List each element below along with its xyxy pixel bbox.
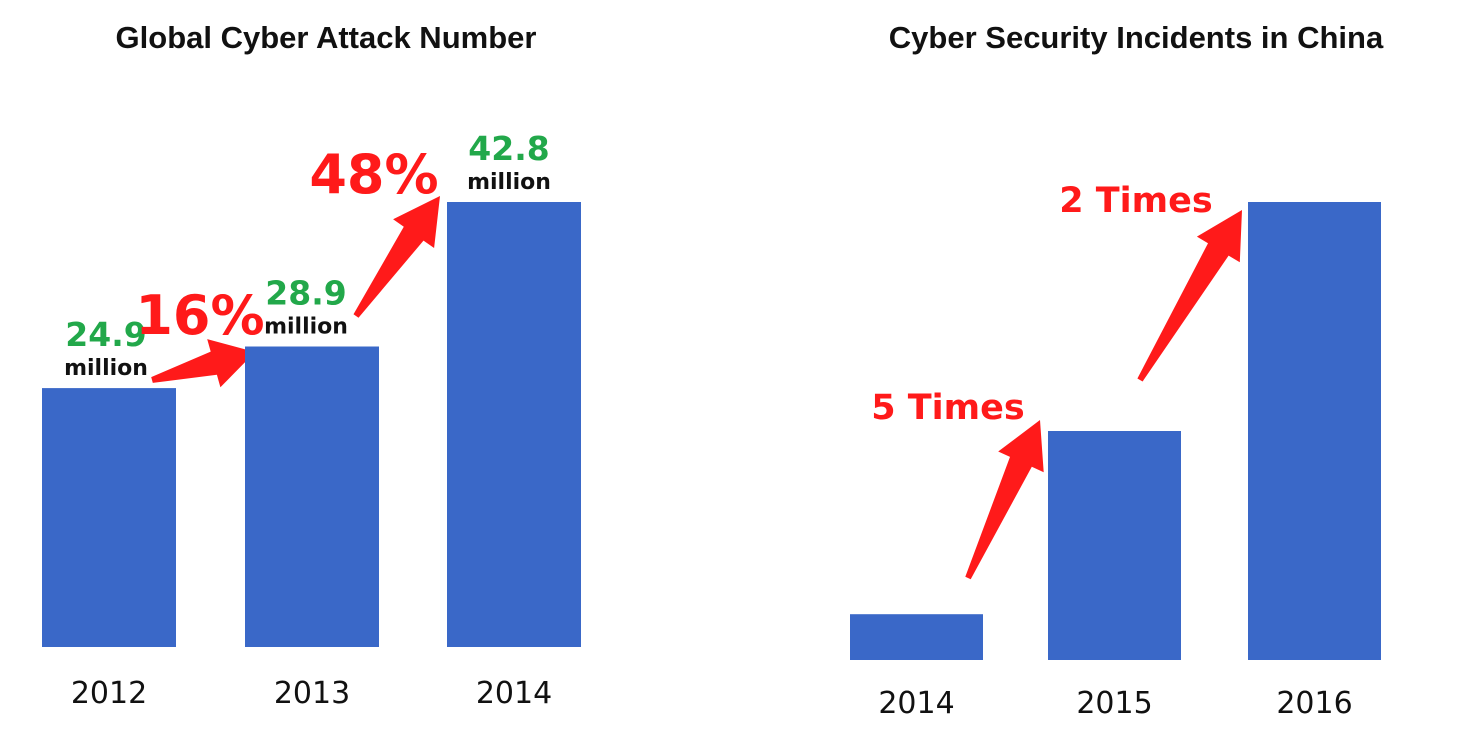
- chart-title-china: Cyber Security Incidents in China: [889, 20, 1384, 55]
- unit-label-2012: million: [64, 356, 148, 381]
- growth-label-2-times: 2 Times: [1059, 181, 1212, 221]
- chart-china-incidents: Cyber Security Incidents in China 2014 20…: [850, 20, 1384, 721]
- bar-2012: [42, 388, 176, 647]
- x-tick-label-2015: 2015: [1076, 686, 1152, 721]
- bar-2015: [1048, 431, 1181, 660]
- growth-arrows-china: [965, 210, 1242, 580]
- value-label-2012: 24.9: [65, 315, 146, 354]
- bar-2013: [245, 346, 379, 647]
- bar-2014: [447, 202, 581, 647]
- value-label-2014: 42.8: [468, 129, 549, 168]
- x-tick-label-2014: 2014: [476, 676, 552, 711]
- growth-arrow-2015-2016: [1137, 210, 1242, 382]
- growth-label-16pct: 16%: [135, 284, 264, 347]
- bar-2016: [1248, 202, 1381, 660]
- unit-label-2014: million: [467, 170, 551, 195]
- x-tick-label-2012: 2012: [71, 676, 147, 711]
- x-tick-label-2013: 2013: [274, 676, 350, 711]
- unit-label-2013: million: [264, 315, 348, 340]
- x-tick-labels-china: 2014 2015 2016: [878, 686, 1352, 721]
- growth-label-48pct: 48%: [309, 143, 438, 206]
- x-tick-label-2016: 2016: [1276, 686, 1352, 721]
- value-label-2013: 28.9: [265, 274, 346, 313]
- growth-label-5-times: 5 Times: [871, 388, 1024, 428]
- bar-2014: [850, 614, 983, 660]
- bars-china: [850, 202, 1381, 660]
- x-tick-label-2014: 2014: [878, 686, 954, 721]
- bars-global: [42, 202, 581, 647]
- growth-arrow-2012-2013: [151, 339, 255, 388]
- growth-arrow-2014-2015: [965, 420, 1044, 580]
- chart-title-global: Global Cyber Attack Number: [116, 20, 537, 55]
- growth-arrow-2013-2014: [353, 196, 440, 318]
- growth-arrows-global: [151, 196, 440, 388]
- x-tick-labels-global: 2012 2013 2014: [71, 676, 552, 711]
- chart-global-cyber-attack: Global Cyber Attack Number 24.9million28…: [42, 20, 581, 711]
